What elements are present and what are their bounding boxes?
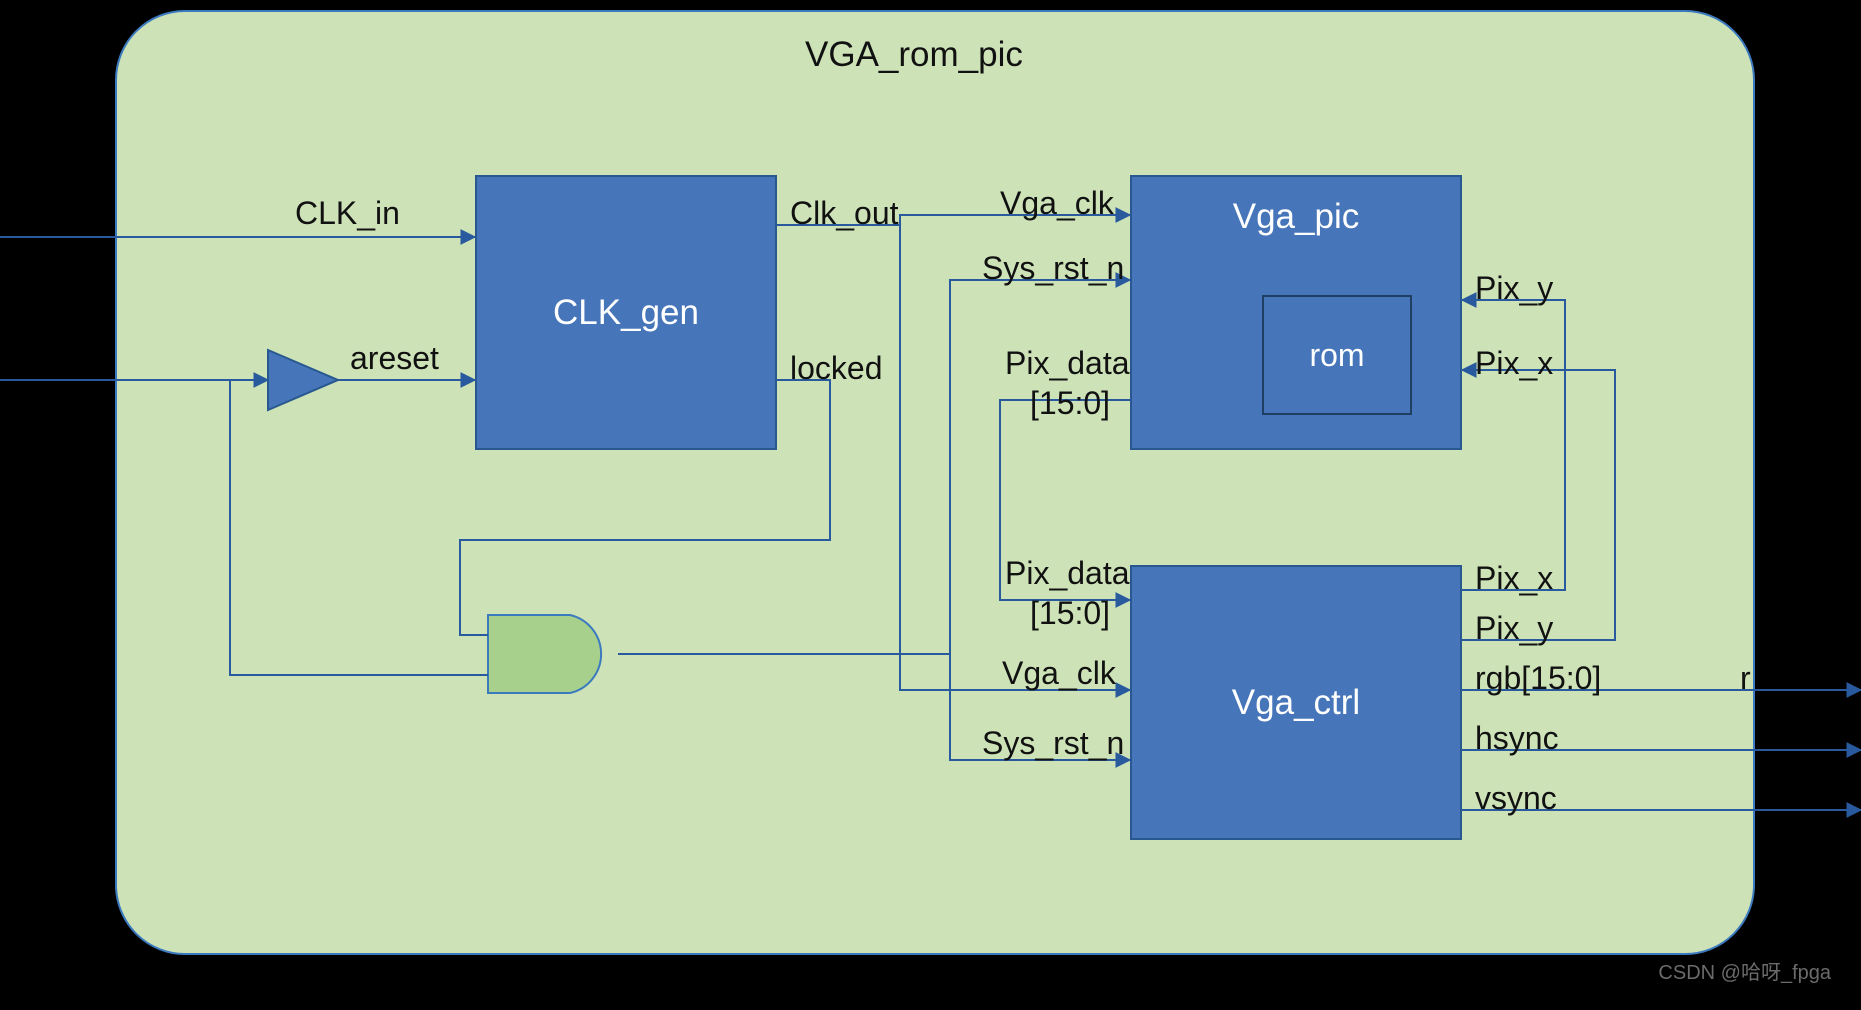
label-pixdata-top2: [15:0] [1030,385,1110,422]
label-pixdata-bot2: [15:0] [1030,595,1110,632]
label-rgb: rgb[15:0] [1475,660,1601,697]
label-pixdata-bot: Pix_data [1005,555,1130,592]
container-title: VGA_rom_pic [805,35,1023,75]
block-vga-ctrl-label: Vga_ctrl [1232,683,1360,723]
block-rom: rom [1262,295,1412,415]
label-sysrst-bot: Sys_rst_n [982,725,1124,762]
label-clk-in: CLK_in [295,195,400,232]
label-pixdata-top: Pix_data [1005,345,1130,382]
block-vga-pic-label: Vga_pic [1233,197,1359,237]
label-pixy-bot: Pix_y [1475,610,1553,647]
label-vga-clk-top: Vga_clk [1000,185,1114,222]
block-clk-gen-label: CLK_gen [553,293,699,333]
label-sysrst-top: Sys_rst_n [982,250,1124,287]
label-pixx-bot: Pix_x [1475,560,1553,597]
label-locked: locked [790,350,883,387]
label-vsync: vsync [1475,780,1557,817]
block-rom-label: rom [1309,337,1364,374]
watermark: CSDN @哈呀_fpga [1658,956,1831,985]
label-rgb-out: r [1740,660,1751,697]
block-clk-gen: CLK_gen [475,175,777,450]
label-hsync: hsync [1475,720,1559,757]
diagram-canvas: VGA_rom_pic CLK_gen Vga_pic rom Vga_ctrl [0,0,1861,1010]
label-pixy-top: Pix_y [1475,270,1553,307]
label-pixx-top: Pix_x [1475,345,1553,382]
label-areset: areset [350,340,439,377]
block-vga-ctrl: Vga_ctrl [1130,565,1462,840]
label-clk-out: Clk_out [790,195,899,232]
label-vga-clk-bot: Vga_clk [1002,655,1116,692]
